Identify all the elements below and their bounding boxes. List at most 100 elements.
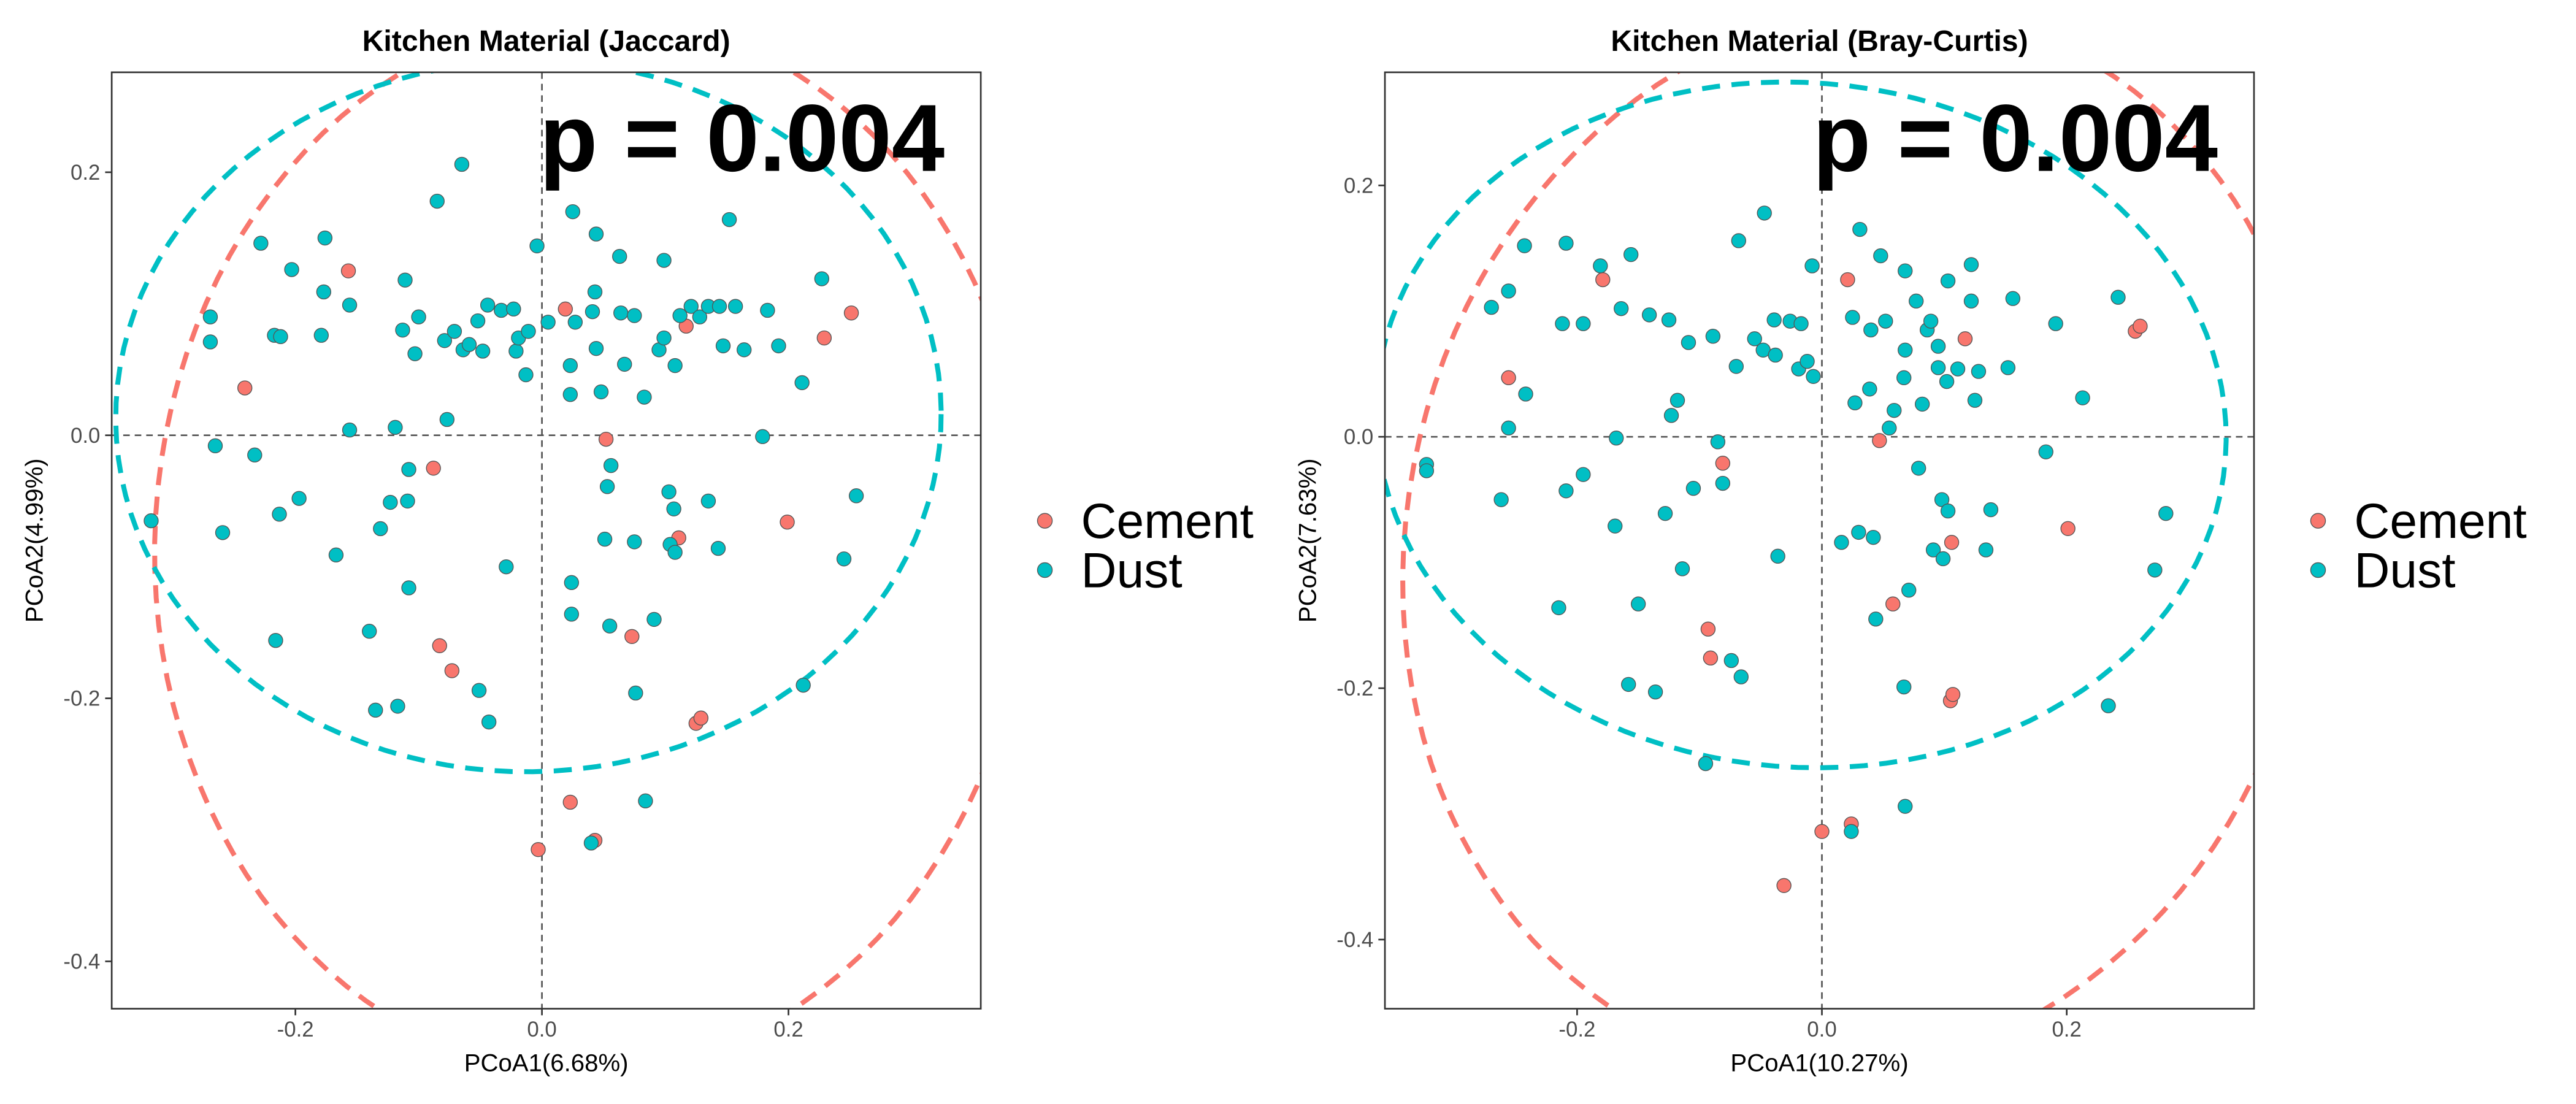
legend-key bbox=[1037, 513, 1053, 529]
point bbox=[480, 297, 496, 313]
point bbox=[373, 521, 388, 537]
point bbox=[597, 531, 613, 547]
point bbox=[721, 212, 737, 228]
point bbox=[1419, 463, 1435, 478]
x-tick-label: 0.2 bbox=[2052, 1018, 2081, 1041]
point bbox=[565, 204, 581, 220]
point bbox=[1576, 316, 1591, 331]
x-tick-label: -0.2 bbox=[1558, 1018, 1595, 1041]
point bbox=[1663, 408, 1679, 423]
point bbox=[2005, 291, 2021, 306]
panel: -0.2 0.0 0.2 -0.4 -0.2 0.0 0.2 Kitchen Material… bbox=[1294, 25, 2527, 1076]
legend-key bbox=[1037, 562, 1053, 578]
point bbox=[656, 253, 672, 268]
point bbox=[342, 297, 358, 313]
point bbox=[247, 447, 263, 463]
point bbox=[1768, 347, 1783, 363]
x-axis-label: PCoA1(10.27%) bbox=[1730, 1049, 1908, 1076]
point bbox=[202, 309, 218, 324]
point bbox=[2101, 698, 2116, 713]
point bbox=[1845, 310, 1860, 325]
point bbox=[564, 607, 580, 622]
chart-title: Kitchen Material (Bray-Curtis) bbox=[1611, 25, 2028, 58]
point bbox=[1896, 370, 1912, 386]
point bbox=[388, 420, 403, 435]
point bbox=[667, 358, 683, 374]
point bbox=[328, 547, 344, 563]
point bbox=[814, 271, 830, 286]
point bbox=[1705, 329, 1721, 344]
point bbox=[1957, 331, 1973, 347]
point bbox=[471, 683, 487, 698]
point bbox=[317, 230, 333, 246]
x-tick-label: 0.2 bbox=[773, 1018, 803, 1041]
point bbox=[795, 677, 811, 693]
point bbox=[411, 309, 426, 324]
point bbox=[1630, 596, 1646, 611]
point bbox=[836, 551, 852, 567]
point bbox=[562, 794, 578, 810]
point bbox=[637, 389, 652, 405]
point bbox=[1614, 301, 1629, 316]
point bbox=[439, 412, 455, 427]
point bbox=[401, 580, 416, 596]
y-tick-label: -0.2 bbox=[63, 687, 100, 711]
point bbox=[1873, 248, 1888, 264]
y-tick-label: 0.0 bbox=[71, 424, 100, 448]
plot-border bbox=[1384, 71, 2255, 1010]
plot-border bbox=[110, 71, 982, 1010]
point bbox=[368, 702, 383, 718]
legend-label: Dust bbox=[2354, 543, 2455, 599]
point bbox=[588, 340, 604, 356]
point bbox=[711, 299, 727, 314]
point bbox=[444, 663, 460, 678]
point bbox=[638, 793, 653, 809]
y-tick-label: -0.2 bbox=[1336, 677, 1373, 700]
point bbox=[627, 534, 642, 550]
point bbox=[1770, 548, 1785, 564]
point bbox=[715, 338, 731, 354]
point bbox=[1647, 684, 1663, 700]
point bbox=[407, 346, 423, 361]
point bbox=[780, 515, 795, 530]
point bbox=[1715, 456, 1731, 471]
point bbox=[693, 710, 709, 726]
point bbox=[508, 343, 524, 359]
point bbox=[1593, 258, 1608, 274]
point bbox=[666, 501, 681, 516]
point bbox=[1517, 238, 1532, 253]
annotation: p = 0.004 bbox=[1812, 85, 2218, 191]
point bbox=[470, 313, 486, 329]
point bbox=[1776, 878, 1792, 893]
point bbox=[447, 324, 462, 339]
point bbox=[284, 262, 299, 277]
y-tick-label: 0.2 bbox=[71, 161, 100, 185]
point bbox=[1898, 799, 1913, 814]
plot-area bbox=[112, 72, 981, 1009]
point bbox=[613, 305, 629, 321]
point bbox=[1971, 364, 1987, 379]
point bbox=[1852, 221, 1868, 237]
point bbox=[1804, 258, 1820, 274]
point bbox=[383, 494, 398, 510]
point bbox=[313, 328, 329, 343]
point bbox=[1641, 307, 1657, 323]
point bbox=[1698, 756, 1714, 772]
point bbox=[558, 301, 573, 317]
point bbox=[401, 462, 416, 477]
y-axis-label: PCoA2(4.99%) bbox=[21, 458, 48, 623]
point bbox=[1896, 679, 1912, 695]
point bbox=[2158, 506, 2174, 521]
point bbox=[2060, 521, 2076, 536]
y-tick-label: 0.0 bbox=[1344, 425, 1373, 449]
point bbox=[454, 156, 470, 172]
point bbox=[1681, 335, 1696, 350]
point bbox=[755, 429, 770, 445]
point bbox=[1923, 313, 1939, 329]
point bbox=[540, 315, 556, 330]
point bbox=[432, 638, 447, 653]
legend-label: Dust bbox=[1081, 543, 1183, 599]
point bbox=[342, 422, 358, 438]
point bbox=[593, 384, 609, 400]
